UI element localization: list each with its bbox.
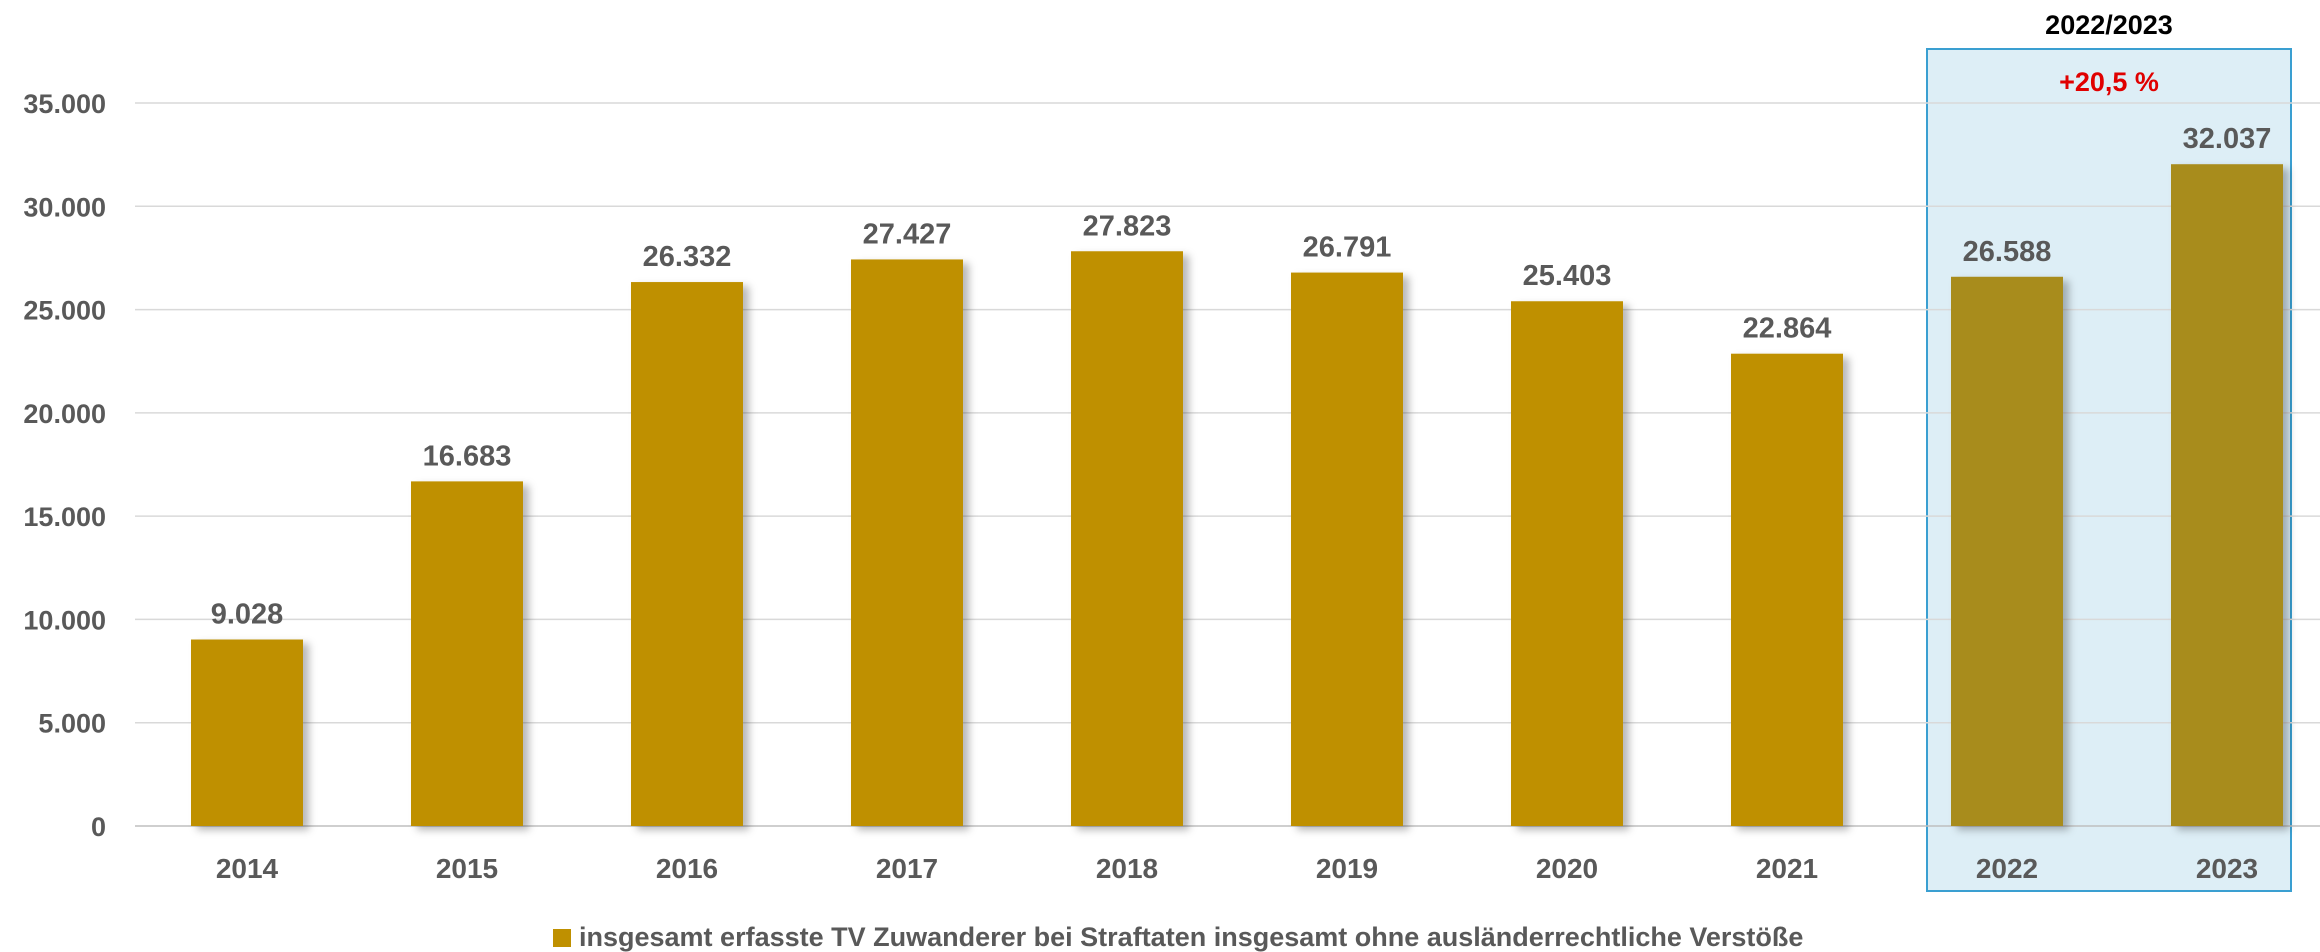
x-tick-label-2020: 2020	[1536, 853, 1598, 884]
y-tick-label: 25.000	[23, 296, 106, 326]
y-tick-label: 0	[91, 812, 106, 842]
data-labels: 9.028 16.683 26.332 27.427 27.823 26.791 25.40…	[211, 123, 2272, 630]
data-label-2021: 22.864	[1743, 313, 1832, 345]
x-tick-label-2017: 2017	[876, 853, 938, 884]
data-label-2020: 25.403	[1523, 260, 1612, 292]
bar-2021	[1731, 353, 1843, 826]
x-tick-label-2022: 2022	[1976, 853, 2038, 884]
bar-2016	[631, 282, 743, 826]
highlight-change: +20,5 %	[2059, 67, 2159, 97]
y-tick-label: 35.000	[23, 89, 106, 119]
x-tick-label-2014: 2014	[216, 853, 279, 884]
y-tick-label: 20.000	[23, 399, 106, 429]
bar-2022	[1951, 276, 2063, 826]
x-axis: 2014 2015 2016 2017 2018 2019 2020 2021 2022 2023	[216, 853, 2258, 884]
legend-swatch	[553, 929, 571, 947]
data-label-2015: 16.683	[423, 440, 512, 472]
y-tick-label: 30.000	[23, 192, 106, 222]
bars	[191, 164, 2283, 827]
legend: insgesamt erfasste TV Zuwanderer bei Str…	[553, 922, 1803, 952]
x-tick-label-2019: 2019	[1316, 853, 1378, 884]
data-label-2023: 32.037	[2183, 123, 2272, 155]
data-label-2019: 26.791	[1303, 232, 1392, 264]
data-label-2018: 27.823	[1083, 210, 1172, 242]
bar-2017	[851, 259, 963, 827]
highlight-title: 2022/2023	[2045, 10, 2173, 40]
bar-2020	[1511, 301, 1623, 827]
y-tick-label: 5.000	[38, 709, 106, 739]
data-label-2014: 9.028	[211, 599, 284, 631]
bar-2023	[2171, 164, 2283, 827]
x-tick-label-2018: 2018	[1096, 853, 1158, 884]
data-label-2016: 26.332	[643, 241, 732, 273]
y-tick-label: 15.000	[23, 502, 106, 532]
bar-2018	[1071, 251, 1183, 826]
x-tick-label-2021: 2021	[1756, 853, 1818, 884]
x-tick-label-2023: 2023	[2196, 853, 2258, 884]
x-tick-label-2016: 2016	[656, 853, 718, 884]
bar-2014	[191, 639, 303, 826]
data-label-2022: 26.588	[1963, 236, 2052, 268]
legend-label: insgesamt erfasste TV Zuwanderer bei Str…	[579, 922, 1803, 952]
bar-2015	[411, 481, 523, 826]
bar-2019	[1291, 272, 1403, 827]
y-tick-label: 10.000	[23, 605, 106, 635]
x-tick-label-2015: 2015	[436, 853, 498, 884]
y-axis: 0 5.000 10.000 15.000 20.000 25.000 30.000 35.0…	[23, 89, 106, 842]
data-label-2017: 27.427	[863, 218, 952, 250]
